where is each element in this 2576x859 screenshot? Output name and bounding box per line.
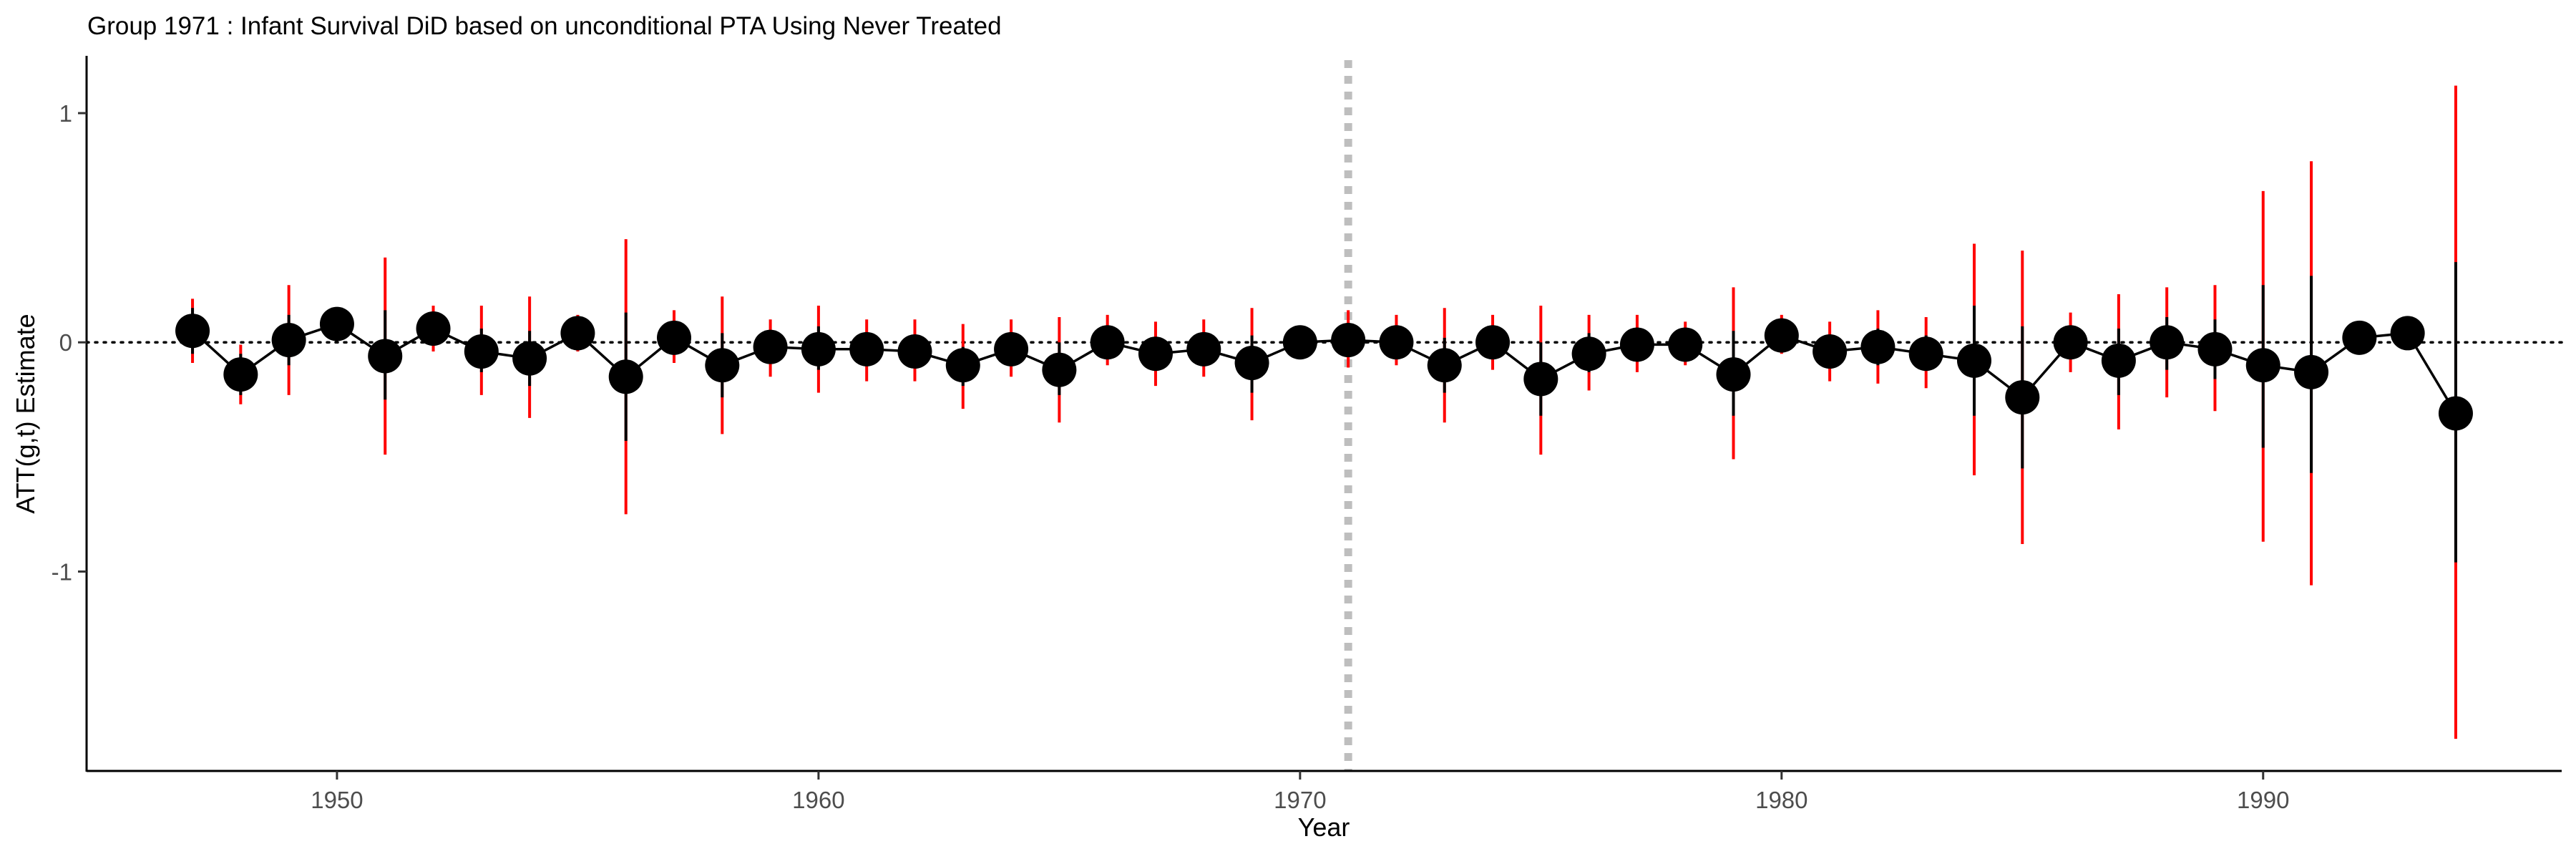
estimate-point	[1571, 336, 1606, 372]
estimate-point	[464, 334, 499, 369]
estimate-point	[1813, 334, 1848, 369]
estimate-point	[2101, 343, 2136, 378]
estimate-point	[1619, 327, 1654, 362]
estimate-point	[849, 331, 884, 367]
estimate-point	[753, 329, 788, 364]
y-axis-label: ATT(g,t) Estimate	[11, 314, 40, 513]
estimate-point	[1331, 323, 1366, 358]
estimate-point	[657, 320, 692, 355]
estimate-point	[994, 331, 1029, 367]
x-axis-ticks: 1950 1960 1970 1980 1990	[311, 771, 2289, 813]
estimate-point	[1668, 327, 1703, 362]
estimate-point	[1042, 352, 1077, 387]
estimate-point	[271, 323, 306, 358]
estimate-point	[1234, 346, 1269, 381]
estimate-point	[2005, 380, 2040, 415]
estimate-point	[2245, 348, 2280, 383]
estimate-point	[1716, 357, 1751, 392]
estimate-point	[2053, 325, 2088, 360]
estimate-point	[705, 348, 740, 383]
x-tick-label: 1980	[1755, 787, 1807, 813]
estimate-point	[1186, 331, 1221, 367]
y-tick-label: 0	[59, 329, 72, 356]
estimate-point	[1908, 336, 1943, 372]
estimate-point	[368, 339, 403, 374]
estimate-point	[1764, 318, 1799, 353]
estimate-point	[1860, 329, 1896, 364]
estimate-point	[175, 314, 210, 349]
x-tick-label: 1990	[2237, 787, 2289, 813]
estimate-point	[1956, 343, 1991, 378]
estimate-point	[2438, 396, 2473, 431]
estimate-point	[223, 357, 258, 392]
estimate-point	[2294, 354, 2329, 389]
x-axis-label: Year	[1298, 812, 1350, 842]
estimate-point	[2150, 325, 2185, 360]
estimate-point	[319, 306, 354, 341]
estimate-point	[416, 311, 451, 346]
chart-title: Group 1971 : Infant Survival DiD based o…	[87, 12, 1002, 40]
estimate-point	[1282, 325, 1317, 360]
y-tick-label: -1	[52, 558, 72, 585]
x-tick-label: 1960	[792, 787, 844, 813]
estimate-point	[1379, 325, 1414, 360]
estimate-point	[897, 334, 932, 369]
estimate-point	[1427, 348, 1462, 383]
estimate-point	[2197, 331, 2233, 367]
estimate-point	[1138, 336, 1173, 372]
x-tick-label: 1970	[1274, 787, 1326, 813]
x-tick-label: 1950	[311, 787, 363, 813]
estimate-point	[2390, 316, 2425, 351]
estimate-point	[608, 359, 643, 394]
estimate-point	[801, 331, 836, 367]
estimate-point	[1475, 325, 1511, 360]
estimate-point	[2342, 320, 2377, 355]
estimate-point	[945, 348, 980, 383]
estimate-point	[560, 316, 595, 351]
y-tick-label: 1	[59, 100, 72, 127]
estimate-point	[512, 341, 547, 376]
estimate-point	[1523, 361, 1558, 397]
y-axis-ticks: 1 0 -1	[52, 100, 87, 585]
plot-area	[85, 60, 2563, 771]
estimate-point	[1090, 325, 1125, 360]
